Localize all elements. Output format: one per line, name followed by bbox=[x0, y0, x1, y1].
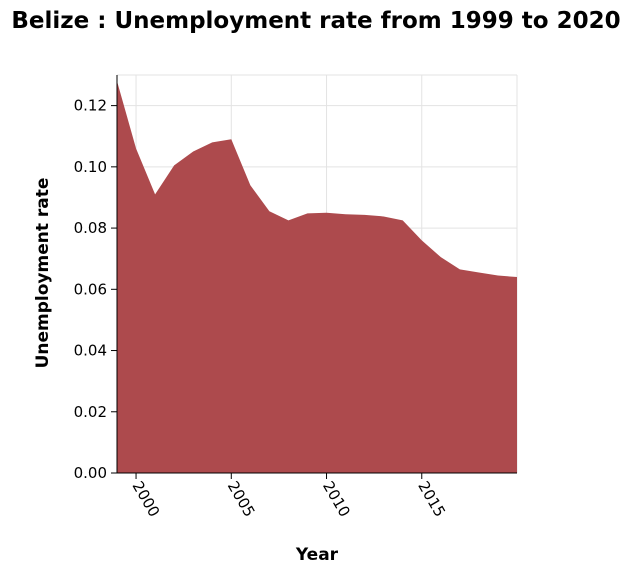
y-axis-label: Unemployment rate bbox=[33, 178, 53, 369]
y-tick-label: 0.12 bbox=[74, 97, 107, 115]
area-series-unemployment bbox=[117, 81, 517, 473]
x-tick-label: 2010 bbox=[319, 478, 354, 520]
chart-title: Belize : Unemployment rate from 1999 to … bbox=[0, 6, 632, 36]
chart-title-text: Belize : Unemployment rate from 1999 to … bbox=[11, 8, 621, 34]
y-tick-label: 0.02 bbox=[74, 403, 107, 421]
y-tick-label: 0.06 bbox=[74, 280, 107, 298]
x-tick-label: 2000 bbox=[129, 478, 164, 520]
y-tick-label: 0.08 bbox=[74, 219, 107, 237]
x-axis-label: Year bbox=[295, 545, 339, 565]
y-tick-label: 0.04 bbox=[74, 342, 107, 360]
x-tick-label: 2005 bbox=[224, 478, 259, 520]
y-tick-label: 0.00 bbox=[74, 464, 107, 482]
y-tick-label: 0.10 bbox=[74, 158, 107, 176]
x-tick-label: 2015 bbox=[414, 478, 449, 520]
